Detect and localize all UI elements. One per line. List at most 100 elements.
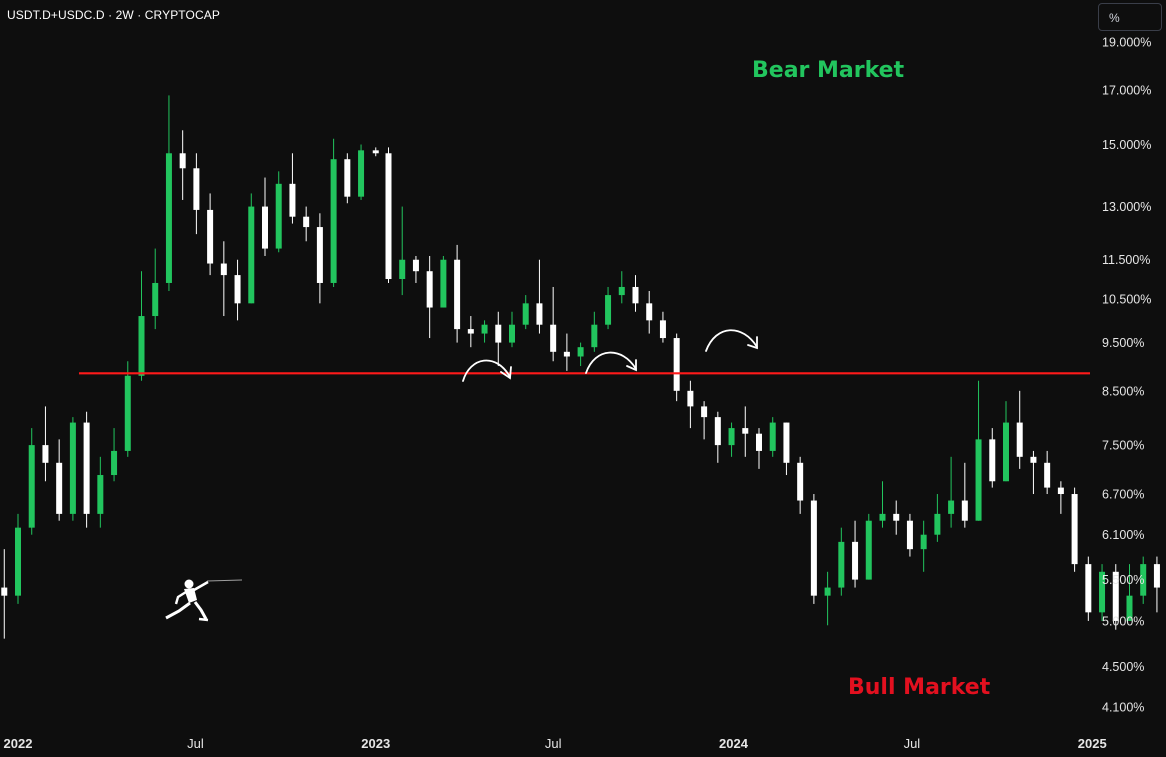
x-tick-label: 2025 xyxy=(1078,736,1107,751)
candle-body xyxy=(783,422,790,463)
candle-body xyxy=(536,303,543,325)
candle xyxy=(838,527,845,596)
candle-body xyxy=(714,417,721,446)
candle-body xyxy=(234,275,241,304)
candle xyxy=(1,549,8,639)
candle xyxy=(508,311,515,348)
x-tick-label: 2023 xyxy=(361,736,390,751)
candle xyxy=(193,153,200,235)
candle xyxy=(646,291,653,334)
candle xyxy=(522,295,529,330)
candle xyxy=(165,95,172,292)
candle xyxy=(550,286,557,362)
candle-body xyxy=(1071,494,1078,565)
candle xyxy=(42,406,49,482)
candle-body xyxy=(56,462,63,514)
candle xyxy=(248,193,255,304)
candle-body xyxy=(467,329,474,334)
candle-body xyxy=(1002,422,1009,482)
y-tick-label: 4.500% xyxy=(1102,660,1144,674)
candle-body xyxy=(948,500,955,514)
candle xyxy=(755,428,762,469)
curved-arrow-icon xyxy=(626,359,637,372)
y-tick-label: 8.500% xyxy=(1102,384,1144,398)
unit-button[interactable]: % xyxy=(1098,3,1162,31)
candle-body xyxy=(920,534,927,550)
candle xyxy=(975,380,982,521)
candle-body xyxy=(412,259,419,272)
candle-body xyxy=(124,375,131,451)
candle-body xyxy=(1,587,8,596)
candle xyxy=(303,206,310,242)
candle xyxy=(385,147,392,283)
candle xyxy=(330,138,337,287)
candle xyxy=(893,500,900,535)
candle xyxy=(591,311,598,352)
price-axis[interactable]: 19.000% 17.000% 15.000% 13.000% 11.500% 10.50… xyxy=(1102,36,1151,715)
candle-body xyxy=(97,475,104,514)
candle xyxy=(961,462,968,528)
candle-body xyxy=(838,541,845,588)
candle-body xyxy=(69,422,76,514)
candle-body xyxy=(577,347,584,357)
time-axis[interactable]: 2022Jul2023Jul2024Jul2025Jul2026Jul2027J… xyxy=(4,736,1166,751)
candle-body xyxy=(975,439,982,521)
candle-body xyxy=(289,183,296,217)
candle-body xyxy=(399,259,406,280)
candle xyxy=(207,193,214,276)
candle-body xyxy=(111,450,118,476)
candle xyxy=(536,259,543,334)
y-tick-label: 9.500% xyxy=(1102,336,1144,350)
candle xyxy=(97,456,104,528)
symbol-title[interactable]: USDT.D+USDC.D · 2W · CRYPTOCAP xyxy=(7,8,220,22)
candle-body xyxy=(673,338,680,391)
y-tick-label: 4.100% xyxy=(1102,701,1144,715)
candle-body xyxy=(728,428,735,446)
candle xyxy=(412,255,419,283)
curved-arrow-icon xyxy=(585,351,637,374)
candle xyxy=(824,571,831,626)
candle-body xyxy=(261,206,268,249)
candle-body xyxy=(440,259,447,308)
candle xyxy=(358,144,365,200)
candle-body xyxy=(701,406,708,418)
candle xyxy=(783,422,790,476)
candle-body xyxy=(454,259,461,330)
candle xyxy=(659,311,666,343)
candle xyxy=(481,320,488,343)
candle xyxy=(810,494,817,604)
candle-body xyxy=(1099,571,1106,613)
candle-body xyxy=(1112,571,1119,621)
y-tick-label: 13.000% xyxy=(1102,200,1151,214)
candle xyxy=(83,411,90,528)
candle-body xyxy=(358,150,365,197)
candle xyxy=(399,206,406,296)
candle-body xyxy=(563,351,570,357)
candle-body xyxy=(372,150,379,154)
candle xyxy=(454,244,461,343)
y-tick-label: 17.000% xyxy=(1102,84,1151,98)
curved-arrow-icon xyxy=(500,366,512,380)
candle-body xyxy=(591,324,598,348)
candle xyxy=(1044,450,1051,495)
candle xyxy=(714,411,721,463)
candle xyxy=(865,513,872,580)
candle xyxy=(1112,564,1119,630)
candle-body xyxy=(15,527,21,596)
y-tick-label: 6.700% xyxy=(1102,488,1144,502)
candle xyxy=(289,153,296,224)
candle-body xyxy=(522,303,529,325)
candle xyxy=(28,428,35,535)
candle xyxy=(920,520,927,572)
candle-body xyxy=(495,324,502,343)
candle xyxy=(879,481,886,528)
candle-body xyxy=(632,286,639,304)
candle xyxy=(728,422,735,457)
candle xyxy=(15,513,21,604)
curved-arrow-icon xyxy=(462,359,511,382)
candle xyxy=(948,456,955,528)
candle xyxy=(1153,556,1160,613)
candle-body xyxy=(344,159,351,197)
candle xyxy=(769,417,776,457)
